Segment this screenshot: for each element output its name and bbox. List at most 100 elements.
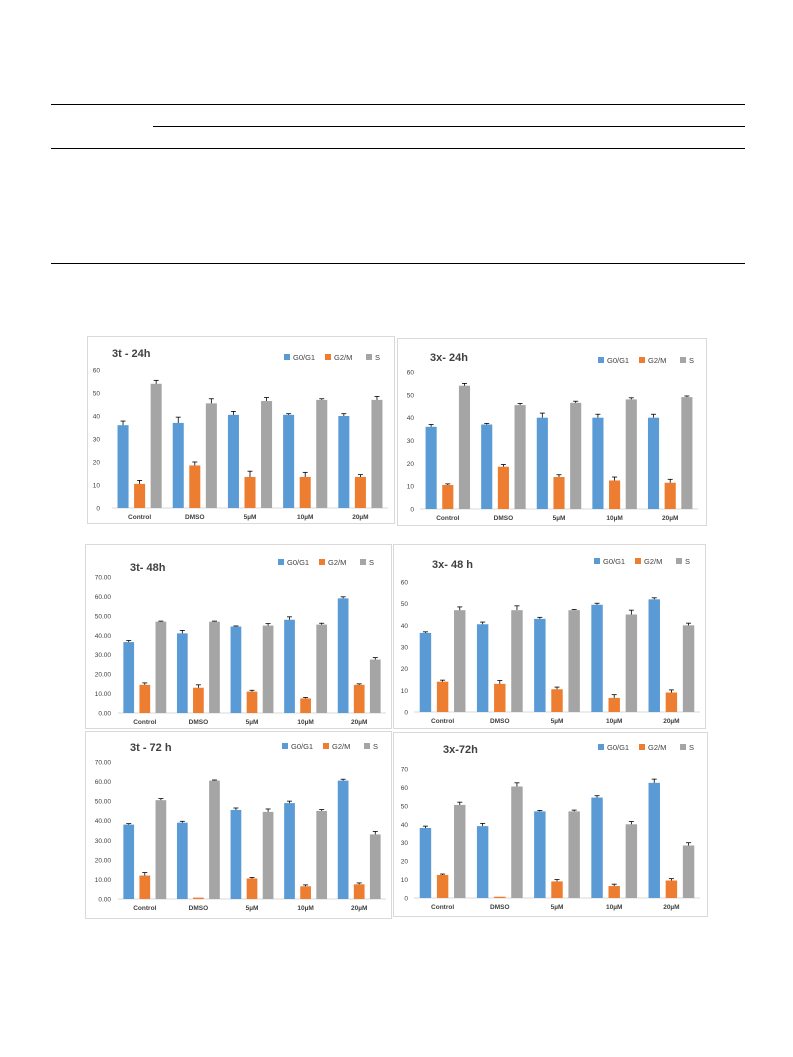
bar [454, 610, 466, 712]
bar [625, 614, 638, 712]
y-tick-label: 70 [401, 767, 409, 774]
bar [682, 845, 695, 898]
chart-svg: 3t - 72 h G0/G1 G2/M S 0.00 10.00 20.00 30.00 40… [95, 742, 386, 912]
x-tick-label: Control [431, 718, 454, 725]
table-bottom-rule [51, 263, 745, 264]
bar [230, 626, 242, 713]
bar [625, 399, 637, 509]
bar [299, 476, 311, 508]
bar [155, 621, 167, 713]
y-tick-label: 60.00 [95, 779, 112, 786]
bar [665, 692, 678, 712]
y-tick-label: 40 [401, 623, 409, 630]
bar [284, 803, 295, 899]
chart-title: 3t - 72 h [130, 742, 172, 754]
x-tick-label: DMSO [490, 718, 510, 725]
chart-legend: G0/G1 G2/M S [282, 742, 378, 751]
bar [193, 897, 204, 899]
legend-swatch [676, 558, 682, 564]
y-tick-label: 60 [401, 580, 409, 587]
bar [682, 625, 695, 712]
legend-swatch [366, 354, 372, 360]
y-tick-label: 30.00 [95, 838, 112, 845]
legend-swatch [598, 744, 604, 750]
bar [338, 416, 350, 508]
y-tick-label: 20 [401, 859, 409, 866]
bar [337, 598, 349, 713]
x-tick-label: 5µM [553, 515, 566, 522]
x-tick-label: 20µM [663, 904, 679, 911]
bar [316, 810, 328, 899]
legend-label: G0/G1 [607, 356, 629, 365]
y-tick-label: 20.00 [95, 672, 112, 679]
bar [442, 485, 454, 509]
legend-swatch [639, 744, 645, 750]
x-tick-label: DMSO [494, 515, 514, 522]
x-tick-label: 10µM [606, 904, 622, 911]
y-tick-label: 60.00 [95, 594, 112, 601]
x-tick-label: 20µM [352, 514, 368, 521]
bar [458, 385, 471, 509]
bar [353, 884, 365, 899]
x-tick-label: 5µM [246, 905, 259, 912]
legend-label: S [685, 557, 690, 566]
y-tick-label: 0.00 [98, 711, 111, 718]
chart-panel-3t-72h: 3t - 72 h G0/G1 G2/M S 0.00 10.00 20.00 30.00 40… [85, 731, 392, 919]
x-tick-label: 20µM [662, 515, 678, 522]
bar [139, 684, 151, 713]
bar [551, 881, 563, 898]
bar [608, 697, 620, 712]
y-tick-label: 30 [407, 438, 415, 445]
y-tick-label: 10 [401, 688, 409, 695]
chart-legend: G0/G1 G2/M S [594, 557, 690, 566]
chart-legend: G0/G1 G2/M S [278, 558, 374, 567]
bar [316, 399, 328, 508]
bar [476, 826, 489, 898]
bar [592, 417, 604, 509]
legend-label: S [373, 742, 378, 751]
bar [664, 482, 676, 509]
y-tick-label: 10.00 [95, 691, 112, 698]
bar [609, 480, 621, 509]
bar [205, 403, 217, 508]
bar [227, 414, 239, 508]
y-tick-label: 10 [401, 877, 409, 884]
x-tick-label: DMSO [185, 514, 205, 521]
table-top-rule [51, 104, 745, 105]
bar [454, 804, 466, 898]
y-tick-label: 70.00 [95, 575, 112, 582]
bar [648, 599, 660, 712]
bar [608, 886, 620, 898]
bar [534, 811, 546, 898]
chart-panel-3t-24h: 3t - 24h G0/G1 G2/M S 0 10 20 30 40 50 60 Control DM… [87, 336, 395, 524]
bar [514, 405, 526, 509]
bar [123, 642, 135, 713]
legend-swatch [282, 743, 288, 749]
bar [189, 465, 201, 508]
bar [150, 383, 162, 508]
legend-swatch [598, 357, 604, 363]
bar [570, 402, 582, 509]
legend-swatch [325, 354, 331, 360]
bar [568, 610, 580, 712]
legend-label: S [369, 558, 374, 567]
x-tick-label: 5µM [551, 718, 564, 725]
bar [230, 809, 242, 899]
x-tick-label: 10µM [297, 719, 313, 726]
bar [244, 476, 256, 508]
bar [353, 684, 365, 713]
bar [354, 476, 366, 508]
chart-legend: G0/G1 G2/M S [284, 353, 380, 362]
bar [568, 811, 580, 898]
chart-panel-3x-24h: 3x- 24h G0/G1 G2/M S 0 10 20 30 40 50 60 Control DMS… [397, 338, 707, 526]
bar [511, 610, 523, 712]
chart-panel-3t-48h: 3t- 48h G0/G1 G2/M S 0.00 10.00 20.00 30.00 40.0… [85, 544, 392, 729]
legend-label: G0/G1 [603, 557, 625, 566]
y-tick-label: 10 [407, 484, 415, 491]
table-header-rule [153, 126, 745, 127]
bar [316, 624, 328, 713]
bar [284, 619, 295, 713]
chart-svg: 3t - 24h G0/G1 G2/M S 0 10 20 30 40 50 60 Control DM… [93, 348, 388, 521]
bar [476, 624, 489, 712]
bar [497, 466, 509, 509]
